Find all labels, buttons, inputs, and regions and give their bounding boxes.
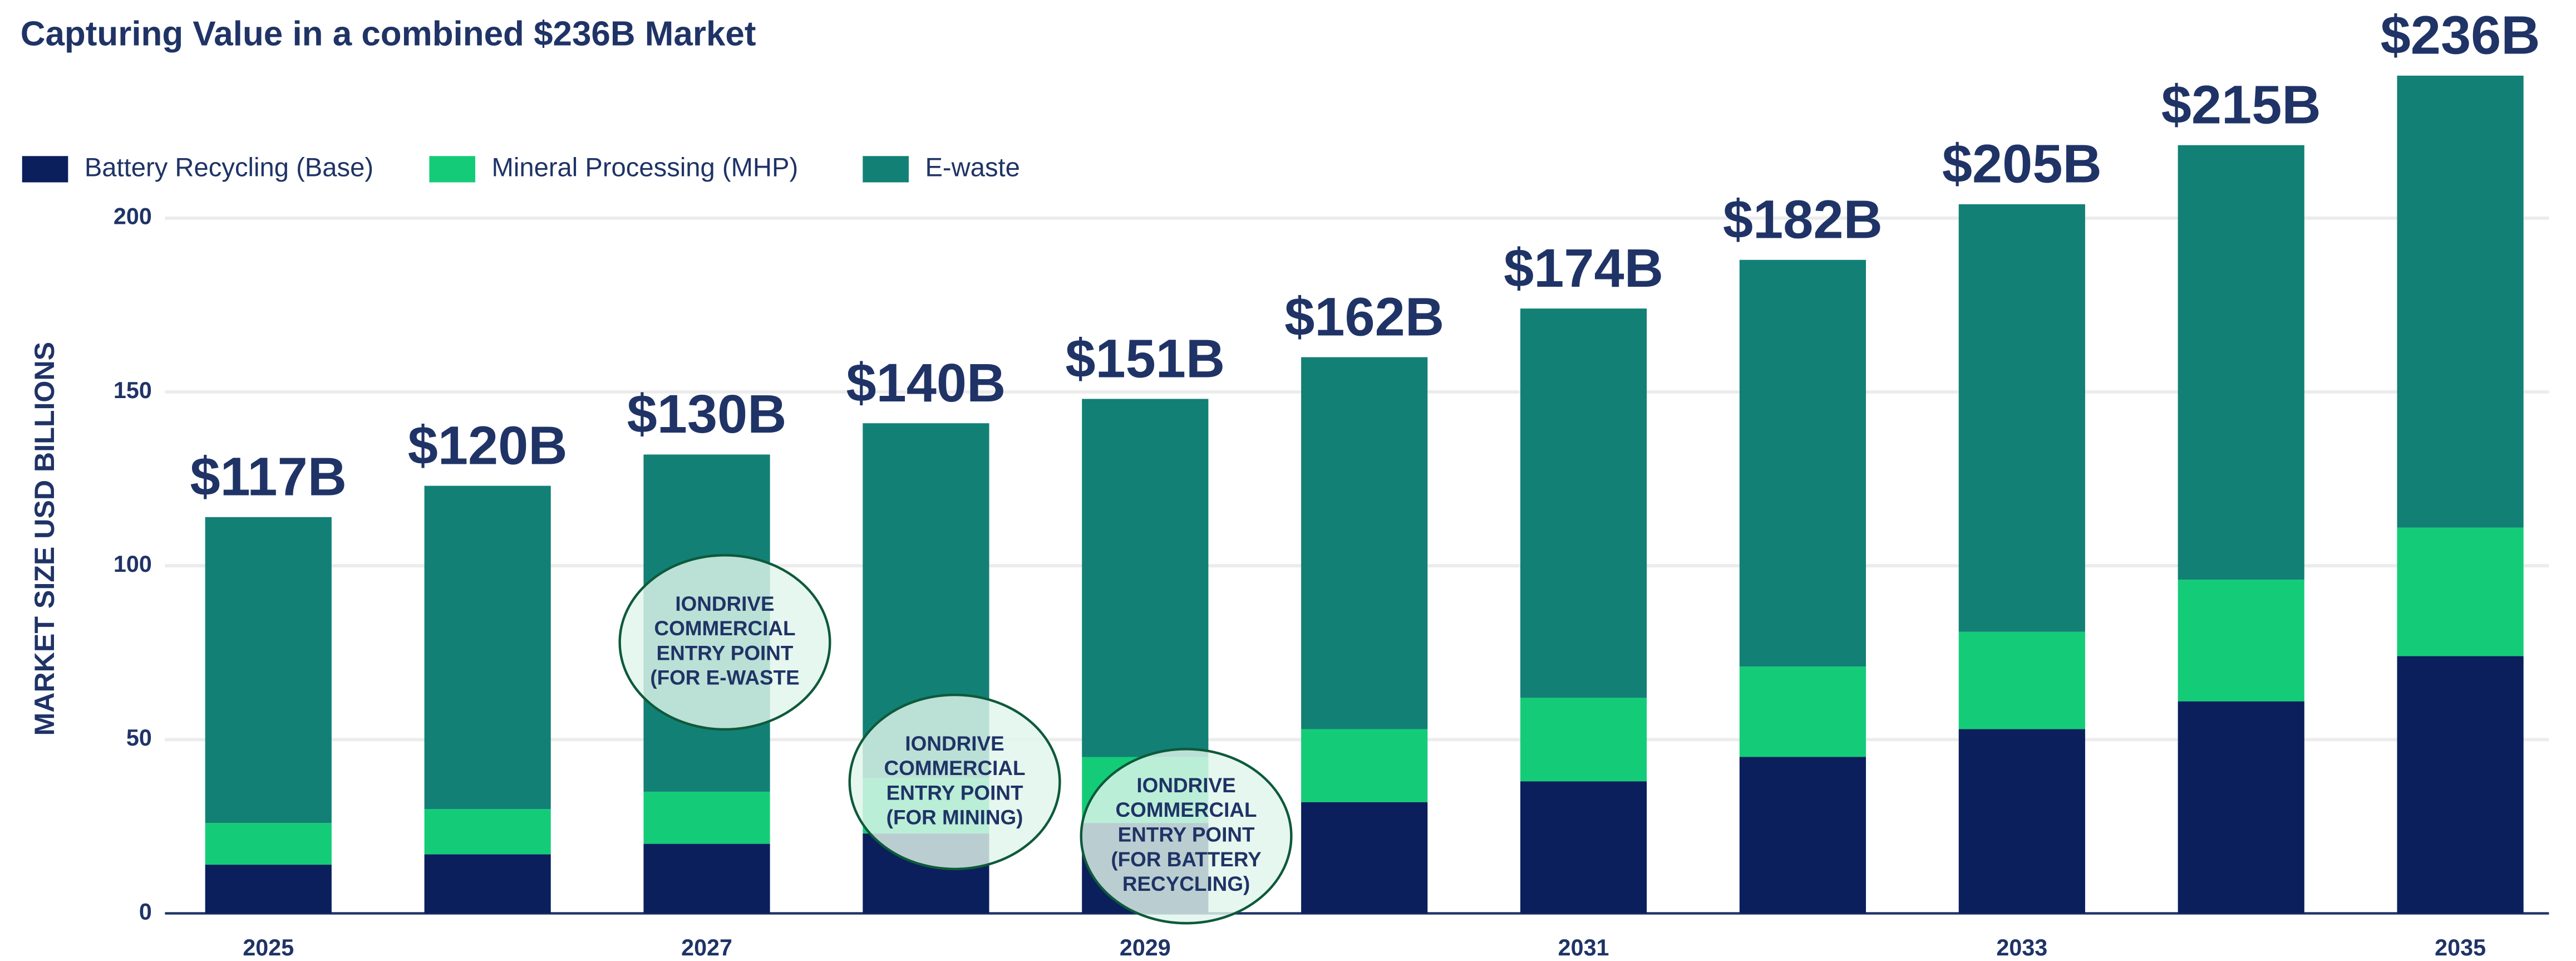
bar-segment bbox=[1958, 204, 2085, 632]
legend-label: Mineral Processing (MHP) bbox=[492, 153, 799, 182]
bar-segment bbox=[1301, 357, 1428, 729]
x-tick-label: 2033 bbox=[1996, 935, 2047, 960]
total-label: $151B bbox=[1065, 328, 1225, 389]
total-label: $236B bbox=[2381, 5, 2540, 66]
annotation-text: ENTRY POINT bbox=[1118, 823, 1255, 846]
annotation-text: COMMERCIAL bbox=[884, 757, 1026, 779]
y-axis-label: MARKET SIZE USD BILLIONS bbox=[29, 342, 60, 736]
annotation-text: ENTRY POINT bbox=[657, 641, 794, 664]
x-tick-label: 2029 bbox=[1120, 935, 1171, 960]
x-tick-label: 2035 bbox=[2435, 935, 2486, 960]
bar-segment bbox=[2178, 580, 2304, 702]
total-label: $120B bbox=[408, 415, 568, 475]
y-tick-label: 50 bbox=[126, 725, 152, 751]
legend-label: Battery Recycling (Base) bbox=[85, 153, 373, 182]
annotation-oval bbox=[618, 554, 831, 731]
bar-segment bbox=[2178, 701, 2304, 914]
annotation-oval bbox=[1080, 748, 1293, 925]
bar-segment bbox=[424, 486, 551, 810]
bar-segment bbox=[205, 517, 332, 823]
total-label: $174B bbox=[1504, 238, 1663, 298]
annotation-text: IONDRIVE bbox=[905, 732, 1004, 755]
bar-segment bbox=[1958, 631, 2085, 729]
annotation-text: ENTRY POINT bbox=[886, 781, 1023, 804]
legend-label: E-waste bbox=[925, 153, 1019, 182]
bar-segment bbox=[2397, 656, 2524, 914]
bar-segment bbox=[1301, 802, 1428, 914]
total-label: $215B bbox=[2161, 75, 2321, 135]
annotation-oval bbox=[848, 693, 1061, 870]
annotation-text: IONDRIVE bbox=[675, 592, 774, 615]
bar-segment bbox=[2397, 527, 2524, 656]
bar-segment bbox=[424, 854, 551, 914]
total-label: $117B bbox=[190, 447, 347, 507]
y-tick-label: 200 bbox=[114, 204, 152, 229]
bar-segment bbox=[2397, 75, 2524, 528]
bar-segment bbox=[1739, 757, 1866, 914]
legend-swatch bbox=[429, 156, 476, 183]
total-label: $205B bbox=[1942, 134, 2102, 194]
total-label: $182B bbox=[1723, 189, 1883, 250]
annotation-text: RECYCLING) bbox=[1122, 872, 1250, 895]
annotation-text: COMMERCIAL bbox=[654, 617, 795, 640]
bar-segment bbox=[1739, 259, 1866, 667]
annotation-text: (FOR BATTERY bbox=[1111, 848, 1261, 871]
bar-segment bbox=[1958, 729, 2085, 914]
y-tick-label: 0 bbox=[139, 899, 152, 924]
bar-segment bbox=[1082, 399, 1209, 757]
total-label: $130B bbox=[627, 384, 787, 444]
annotation-text: COMMERCIAL bbox=[1116, 798, 1257, 821]
legend-swatch bbox=[863, 156, 909, 183]
bar-segment bbox=[205, 823, 332, 865]
bar-segment bbox=[1739, 666, 1866, 757]
bar-segment bbox=[1301, 729, 1428, 802]
y-tick-label: 150 bbox=[114, 377, 152, 403]
x-tick-label: 2025 bbox=[243, 935, 294, 960]
annotation-text: (FOR E-WASTE bbox=[650, 666, 799, 689]
bar-segment bbox=[1520, 308, 1647, 698]
bar-segment bbox=[424, 809, 551, 855]
annotation-text: (FOR MINING) bbox=[886, 806, 1023, 829]
bar-segment bbox=[1520, 698, 1647, 782]
bar-segment bbox=[643, 844, 770, 914]
legend-swatch bbox=[22, 156, 68, 183]
x-tick-label: 2027 bbox=[681, 935, 732, 960]
bar-segment bbox=[643, 791, 770, 844]
bar-segment bbox=[2178, 145, 2304, 580]
total-label: $162B bbox=[1284, 286, 1444, 347]
x-tick-label: 2031 bbox=[1558, 935, 1609, 960]
bar-segment bbox=[1520, 781, 1647, 914]
y-tick-label: 100 bbox=[114, 551, 152, 577]
annotation-text: IONDRIVE bbox=[1136, 774, 1235, 797]
bar-segment bbox=[205, 865, 332, 914]
chart-title: Capturing Value in a combined $236B Mark… bbox=[21, 14, 756, 53]
total-label: $140B bbox=[846, 352, 1006, 413]
